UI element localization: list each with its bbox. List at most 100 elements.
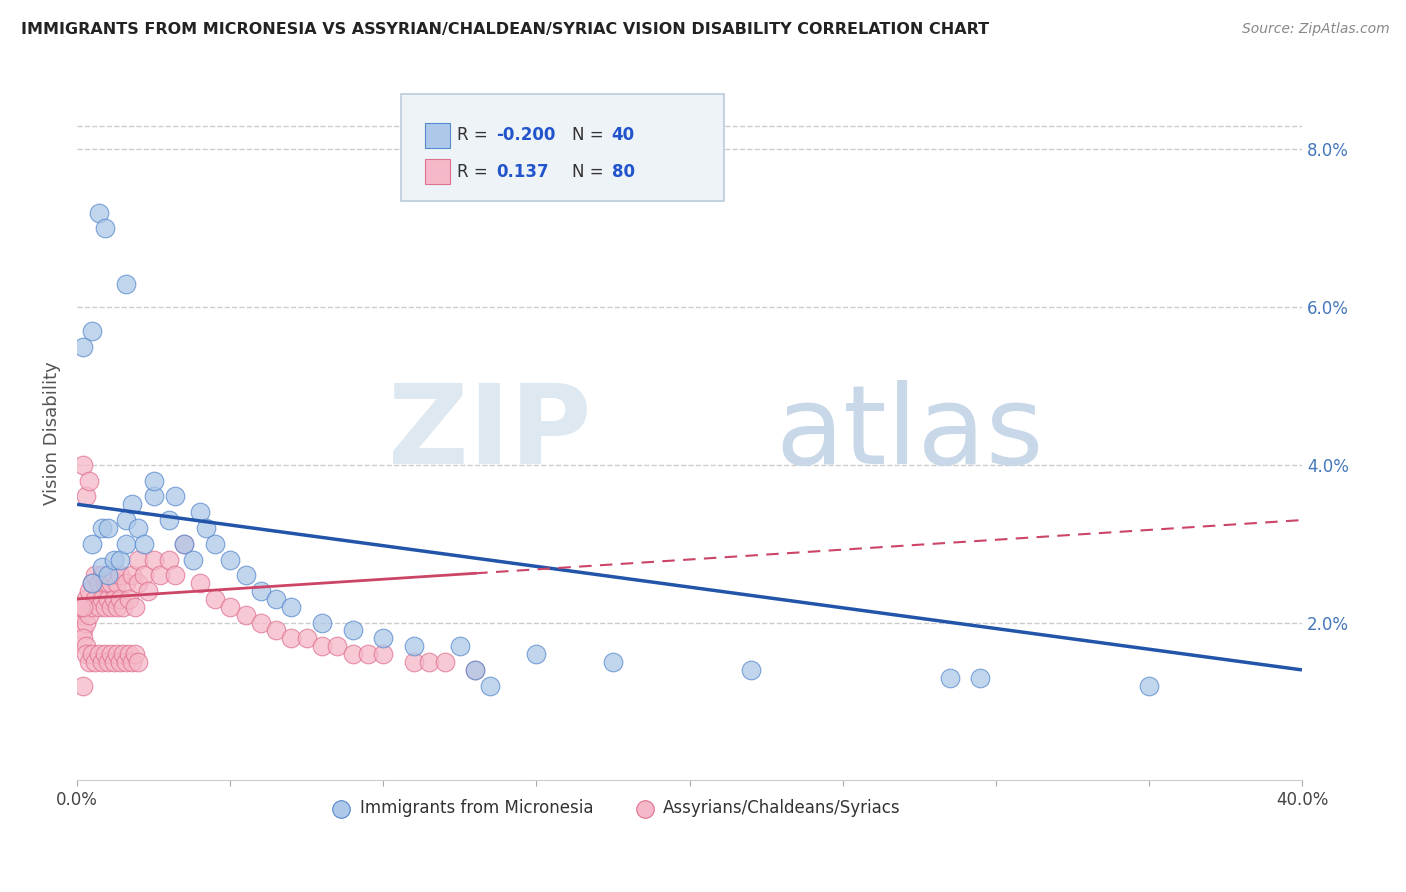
Point	[127, 576, 149, 591]
Point	[82, 576, 104, 591]
Point	[79, 584, 101, 599]
Point	[72, 632, 94, 646]
Point	[75, 639, 97, 653]
Text: N =: N =	[572, 127, 609, 145]
Point	[219, 552, 242, 566]
Point	[93, 647, 115, 661]
Text: atlas: atlas	[775, 380, 1043, 487]
Point	[235, 568, 257, 582]
Point	[79, 474, 101, 488]
Point	[115, 576, 138, 591]
Point	[342, 647, 364, 661]
Point	[188, 505, 211, 519]
Text: R =: R =	[457, 127, 494, 145]
Point	[204, 537, 226, 551]
Point	[108, 568, 131, 582]
Text: 80: 80	[612, 162, 634, 181]
Point	[111, 647, 134, 661]
Point	[72, 458, 94, 472]
Point	[165, 490, 187, 504]
Legend: Immigrants from Micronesia, Assyrians/Chaldeans/Syriacs: Immigrants from Micronesia, Assyrians/Ch…	[325, 793, 907, 824]
Point	[479, 679, 502, 693]
Point	[90, 568, 112, 582]
Point	[1137, 679, 1160, 693]
Point	[75, 647, 97, 661]
Point	[72, 340, 94, 354]
Point	[103, 591, 125, 606]
Point	[157, 552, 180, 566]
Point	[280, 599, 302, 614]
Point	[250, 584, 273, 599]
Point	[84, 568, 107, 582]
Point	[311, 615, 333, 630]
Point	[969, 671, 991, 685]
Point	[93, 599, 115, 614]
Point	[165, 568, 187, 582]
Point	[124, 599, 146, 614]
Point	[939, 671, 962, 685]
Y-axis label: Vision Disability: Vision Disability	[44, 361, 60, 505]
Point	[188, 576, 211, 591]
Point	[82, 324, 104, 338]
Point	[84, 591, 107, 606]
Point	[87, 599, 110, 614]
Point	[75, 490, 97, 504]
Point	[402, 655, 425, 669]
Point	[134, 568, 156, 582]
Text: 0.137: 0.137	[496, 162, 548, 181]
Point	[97, 521, 120, 535]
Point	[127, 552, 149, 566]
Point	[373, 647, 395, 661]
Point	[69, 607, 91, 622]
Point	[75, 615, 97, 630]
Point	[357, 647, 380, 661]
Point	[250, 615, 273, 630]
Point	[118, 591, 141, 606]
Point	[90, 591, 112, 606]
Point	[90, 655, 112, 669]
Text: IMMIGRANTS FROM MICRONESIA VS ASSYRIAN/CHALDEAN/SYRIAC VISION DISABILITY CORRELA: IMMIGRANTS FROM MICRONESIA VS ASSYRIAN/C…	[21, 22, 990, 37]
Point	[402, 639, 425, 653]
Point	[75, 591, 97, 606]
Point	[87, 647, 110, 661]
Point	[264, 591, 287, 606]
Point	[72, 624, 94, 638]
Text: ZIP: ZIP	[388, 380, 592, 487]
Point	[418, 655, 440, 669]
Point	[93, 576, 115, 591]
Point	[149, 568, 172, 582]
Point	[93, 221, 115, 235]
Point	[602, 655, 624, 669]
Point	[219, 599, 242, 614]
Point	[105, 599, 128, 614]
Point	[157, 513, 180, 527]
Point	[105, 576, 128, 591]
Point	[295, 632, 318, 646]
Point	[103, 552, 125, 566]
Point	[449, 639, 471, 653]
Point	[108, 655, 131, 669]
Point	[173, 537, 195, 551]
Point	[108, 552, 131, 566]
Point	[183, 552, 205, 566]
Point	[115, 277, 138, 291]
Point	[121, 568, 143, 582]
Point	[108, 591, 131, 606]
Text: R =: R =	[457, 162, 494, 181]
Point	[103, 568, 125, 582]
Point	[115, 513, 138, 527]
Text: N =: N =	[572, 162, 609, 181]
Point	[121, 497, 143, 511]
Point	[464, 663, 486, 677]
Point	[100, 647, 122, 661]
Point	[87, 576, 110, 591]
Point	[97, 591, 120, 606]
Point	[136, 584, 159, 599]
Point	[72, 599, 94, 614]
Point	[84, 655, 107, 669]
Point	[82, 537, 104, 551]
Point	[127, 521, 149, 535]
Point	[111, 599, 134, 614]
Point	[97, 568, 120, 582]
Point	[433, 655, 456, 669]
